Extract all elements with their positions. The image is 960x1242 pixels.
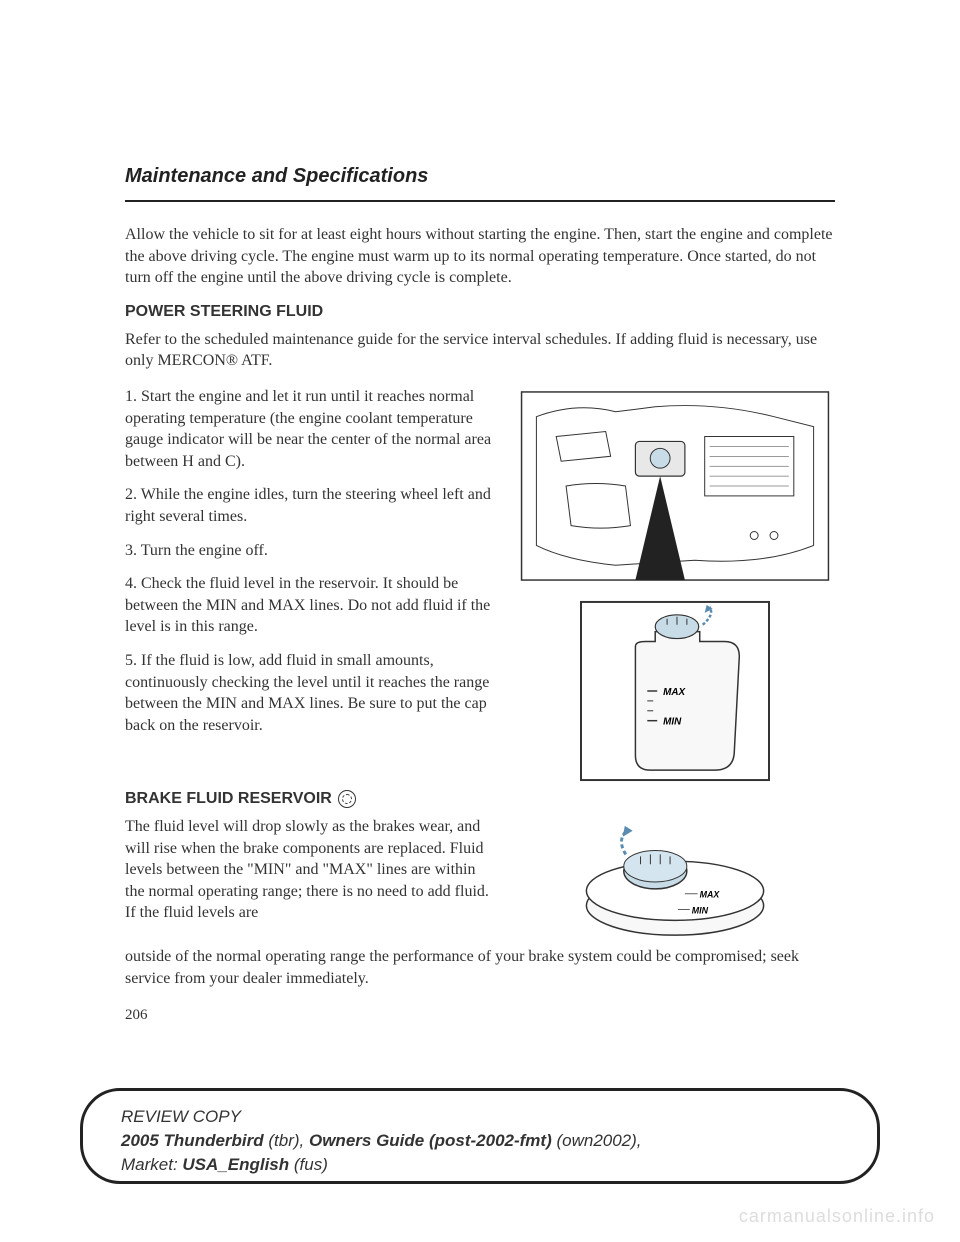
footer-box: REVIEW COPY 2005 Thunderbird (tbr), Owne… — [80, 1088, 880, 1184]
brake-fluid-text-2: outside of the normal operating range th… — [125, 946, 835, 989]
brake-icon — [338, 790, 356, 808]
reservoir-diagram: MAX MIN — [575, 596, 775, 786]
step-3: 3. Turn the engine off. — [125, 540, 494, 562]
svg-text:MAX: MAX — [663, 687, 686, 698]
svg-text:MIN: MIN — [691, 905, 708, 915]
svg-text:MIN: MIN — [663, 717, 682, 728]
step-1: 1. Start the engine and let it run until… — [125, 386, 494, 472]
footer-model: 2005 Thunderbird — [121, 1131, 264, 1150]
intro-paragraph: Allow the vehicle to sit for at least ei… — [125, 224, 835, 289]
footer-guide: Owners Guide (post-2002-fmt) — [309, 1131, 552, 1150]
footer-fus: (fus) — [289, 1155, 328, 1174]
step-5: 5. If the fluid is low, add fluid in sma… — [125, 650, 494, 736]
svg-text:MAX: MAX — [699, 890, 720, 900]
step-4: 4. Check the fluid level in the reservoi… — [125, 573, 494, 638]
page-number: 206 — [125, 1007, 835, 1024]
power-steering-intro: Refer to the scheduled maintenance guide… — [125, 329, 835, 372]
brake-reservoir-diagram: MAX MIN — [570, 816, 780, 946]
power-steering-heading: POWER STEERING FLUID — [125, 303, 835, 321]
footer-tbr: (tbr), — [264, 1131, 309, 1150]
step-2: 2. While the engine idles, turn the stee… — [125, 484, 494, 527]
watermark: carmanualsonline.info — [739, 1206, 935, 1227]
footer-market: USA_English — [182, 1155, 289, 1174]
brake-fluid-heading: BRAKE FLUID RESERVOIR — [125, 790, 332, 808]
footer-market-label: Market: — [121, 1155, 182, 1174]
footer-own: (own2002), — [552, 1131, 642, 1150]
brake-fluid-text-1: The fluid level will drop slowly as the … — [125, 816, 494, 924]
engine-bay-diagram — [515, 386, 835, 586]
footer-review-copy: REVIEW COPY — [121, 1105, 839, 1129]
section-header: Maintenance and Specifications — [125, 165, 835, 202]
